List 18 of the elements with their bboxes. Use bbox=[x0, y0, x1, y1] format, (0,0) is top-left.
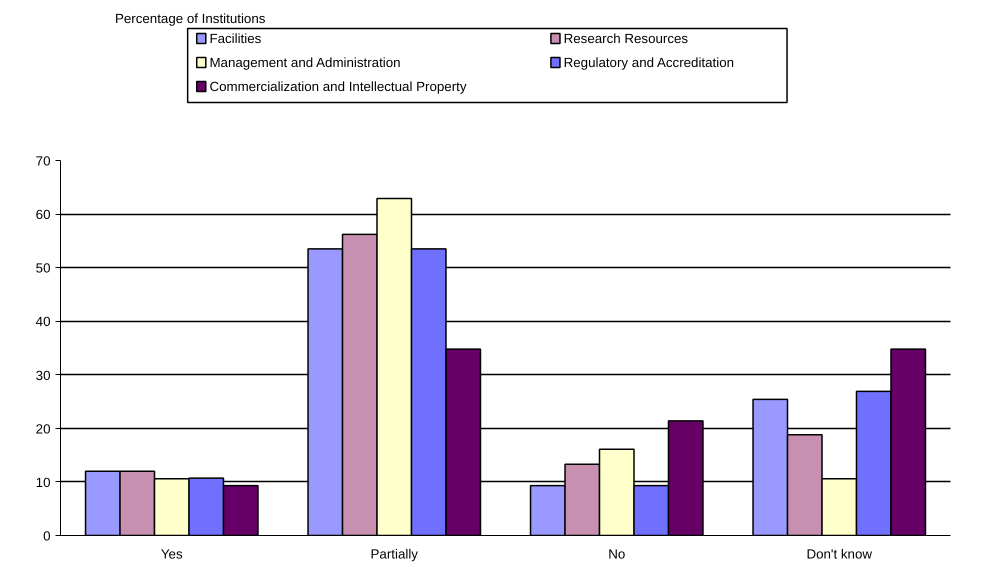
y-tick-label: 20 bbox=[36, 421, 51, 436]
legend-label: Management and Administration bbox=[209, 55, 401, 70]
text: Percentage of Institutions bbox=[114, 11, 266, 26]
y-tick-label: 30 bbox=[36, 368, 51, 383]
y-tick-label: 70 bbox=[36, 154, 51, 168]
y-tick-label: 10 bbox=[36, 474, 51, 490]
y-tick-label: 50 bbox=[36, 260, 51, 276]
y-tick-label: 60 bbox=[36, 207, 51, 222]
y-tick-label: 0 bbox=[43, 528, 51, 544]
legend-label: Regulatory and Accreditation bbox=[564, 55, 734, 70]
x-tick-label: Don't know bbox=[806, 546, 872, 562]
legend-label: Research Resources bbox=[564, 31, 688, 46]
y-tick-label: 40 bbox=[36, 314, 51, 330]
x-tick-label: Partially bbox=[370, 546, 418, 562]
x-tick-label: No bbox=[608, 546, 626, 562]
x-tick-label: Yes bbox=[160, 546, 183, 562]
legend-label: Facilities bbox=[209, 31, 262, 46]
legend-label: Commercialization and Intellectual Property bbox=[209, 79, 467, 94]
